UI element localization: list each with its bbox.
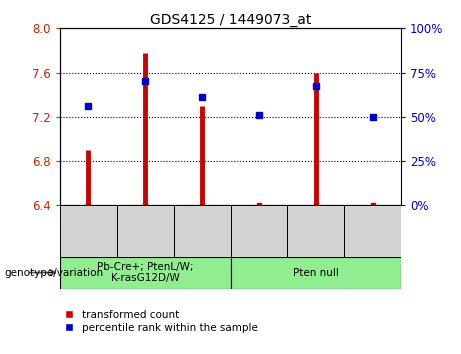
Text: genotype/variation: genotype/variation bbox=[5, 268, 104, 278]
Bar bbox=[117, 205, 174, 257]
Text: Pb-Cre+; PtenL/W;
K-rasG12D/W: Pb-Cre+; PtenL/W; K-rasG12D/W bbox=[97, 262, 194, 284]
Bar bbox=[287, 205, 344, 257]
Legend: transformed count, percentile rank within the sample: transformed count, percentile rank withi… bbox=[65, 310, 258, 333]
Bar bbox=[60, 205, 117, 257]
Text: Pten null: Pten null bbox=[293, 268, 339, 278]
Bar bbox=[344, 205, 401, 257]
Bar bbox=[60, 257, 230, 289]
Bar bbox=[230, 205, 287, 257]
Title: GDS4125 / 1449073_at: GDS4125 / 1449073_at bbox=[150, 13, 311, 27]
Bar bbox=[230, 257, 401, 289]
Bar bbox=[174, 205, 230, 257]
